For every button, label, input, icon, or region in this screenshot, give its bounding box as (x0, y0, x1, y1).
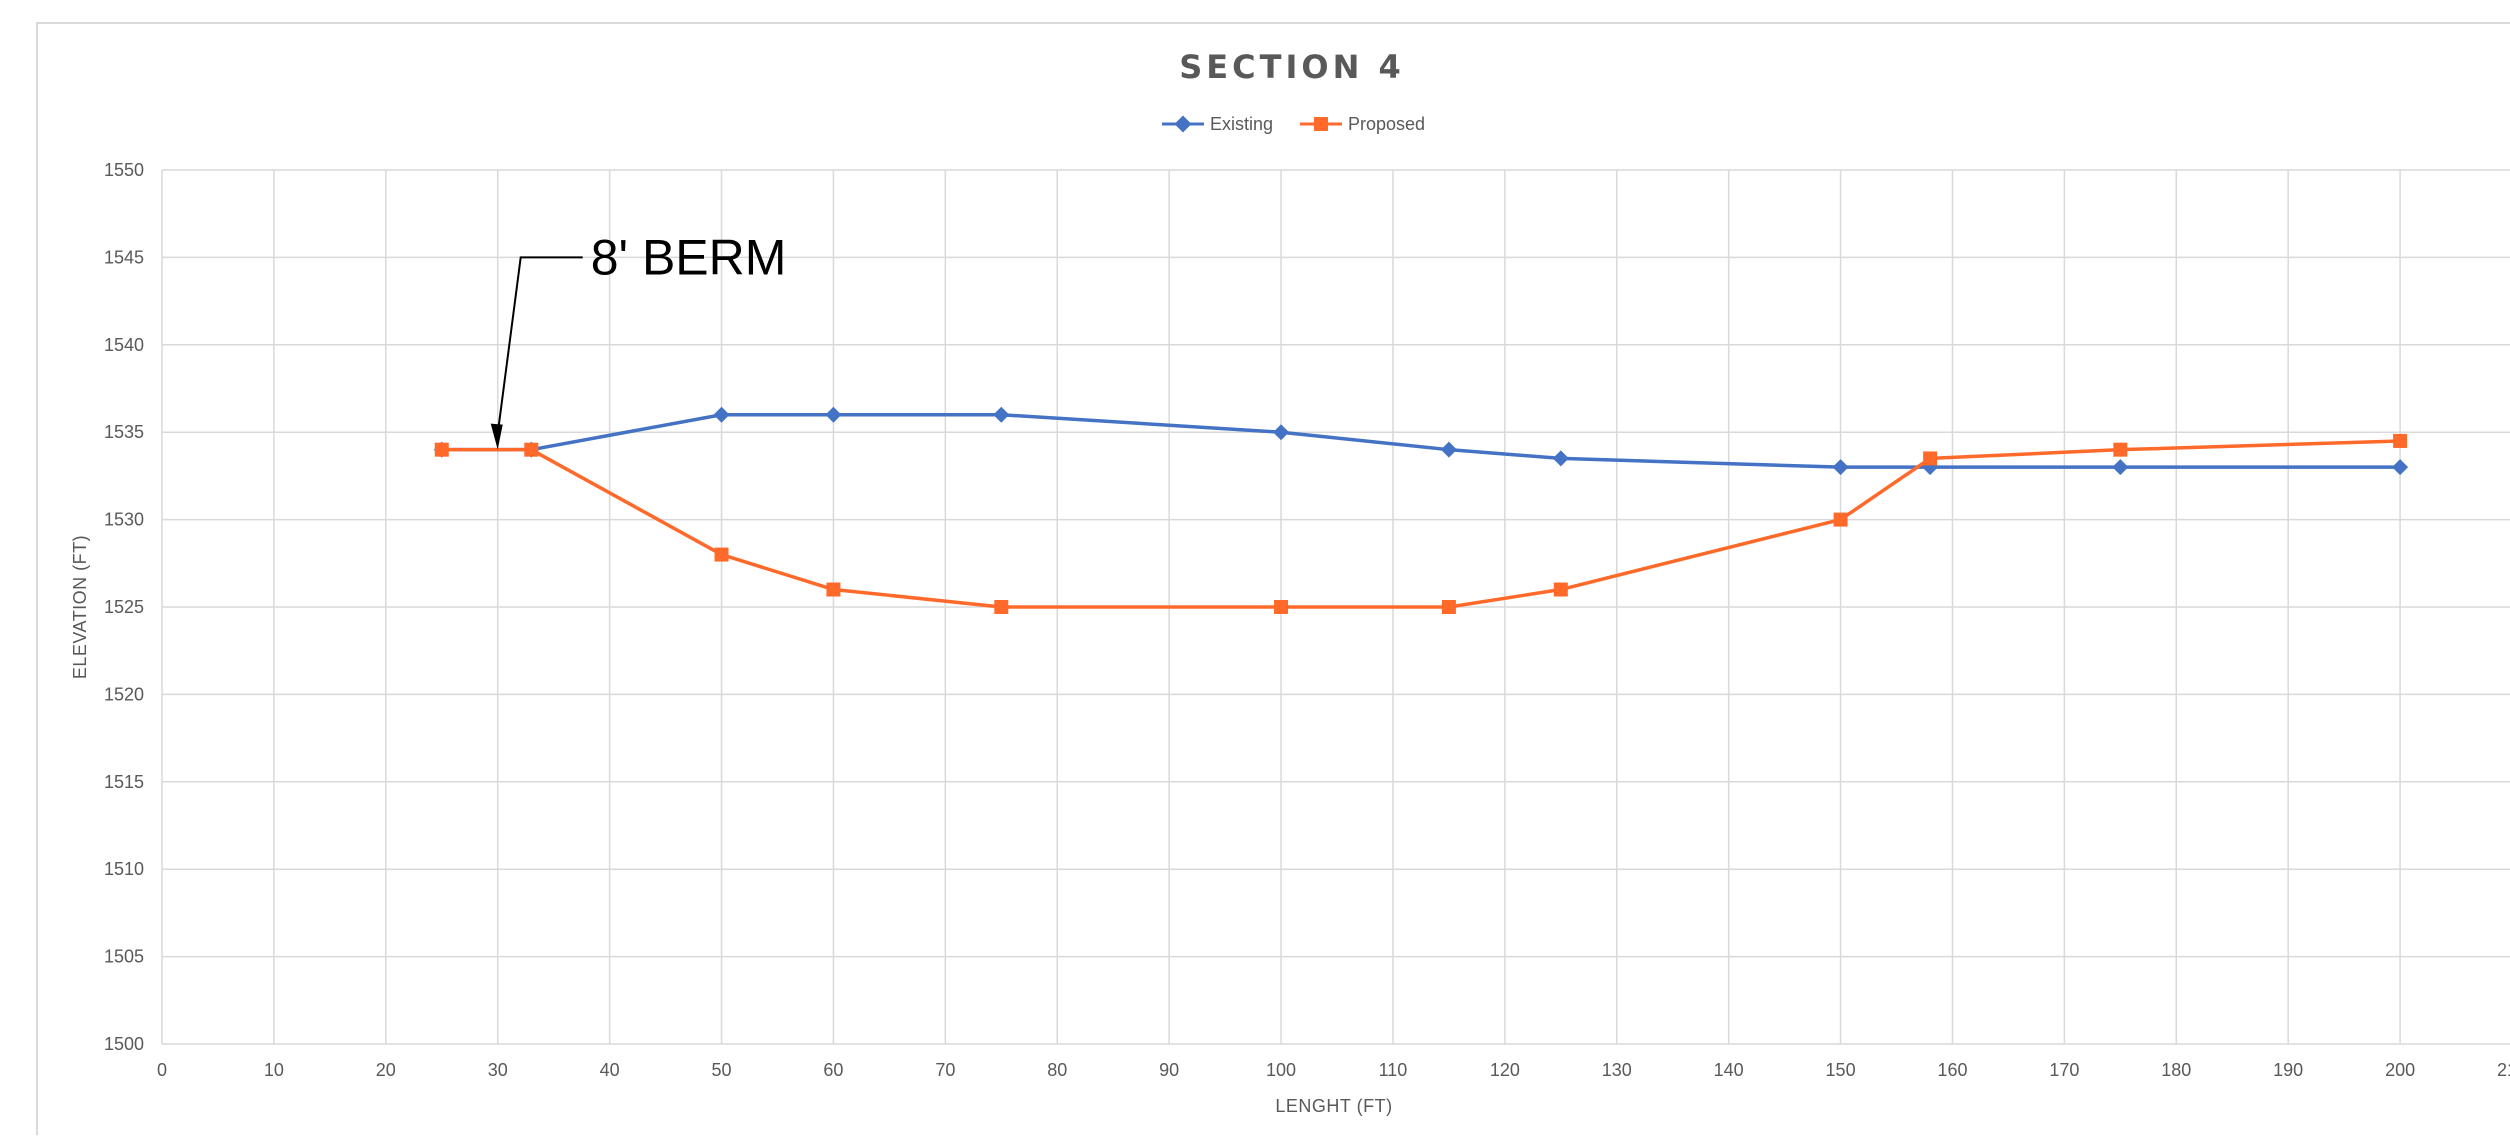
legend-item-existing: Existing (1162, 114, 1273, 134)
x-tick-label-10: 10 (264, 1060, 284, 1080)
x-tick-label-80: 80 (1047, 1060, 1067, 1080)
legend-item-proposed: Proposed (1300, 114, 1425, 134)
x-tick-label-120: 120 (1490, 1060, 1520, 1080)
x-tick-labels: 0 10 20 30 40 50 60 70 80 90 100 110 120 130 140 150 160… (157, 1060, 2510, 1080)
series-proposed (434, 433, 2408, 614)
series-line-existing (441, 412, 2401, 469)
legend: Existing Proposed (1162, 114, 1425, 134)
point-proposed-50 (714, 547, 729, 562)
point-existing-115 (1440, 441, 1457, 458)
y-tick-label-1540: 1540 (104, 335, 144, 355)
y-tick-label-1500: 1500 (104, 1034, 144, 1054)
chart-title: SECTION 4 (1179, 48, 1405, 86)
y-tick-label-1505: 1505 (104, 947, 144, 967)
point-existing-75 (993, 406, 1010, 423)
point-existing-150 (1832, 459, 1849, 476)
x-tick-label-190: 190 (2273, 1060, 2303, 1080)
point-proposed-125 (1553, 582, 1568, 597)
x-tick-label-200: 200 (2385, 1060, 2415, 1080)
legend-existing-label: Existing (1210, 114, 1273, 134)
x-tick-label-150: 150 (1826, 1060, 1856, 1080)
point-existing-100 (1273, 424, 1290, 441)
point-proposed-25 (434, 442, 449, 457)
x-tick-label-140: 140 (1714, 1060, 1744, 1080)
x-tick-label-210: 210 (2497, 1060, 2510, 1080)
point-proposed-175 (2113, 442, 2128, 457)
y-tick-label-1510: 1510 (104, 859, 144, 879)
y-axis-title: ELEVATION (FT) (70, 535, 90, 679)
x-axis-title: LENGHT (FT) (1275, 1096, 1392, 1116)
point-proposed-75 (994, 600, 1009, 614)
y-tick-label-1520: 1520 (104, 684, 144, 704)
point-proposed-150 (1833, 512, 1848, 527)
berm-arrowhead (490, 423, 503, 450)
series-layer (433, 406, 2409, 614)
x-tick-label-110: 110 (1379, 1060, 1408, 1080)
point-existing-50 (713, 406, 730, 423)
y-tick-label-1535: 1535 (104, 422, 144, 442)
x-tick-label-40: 40 (600, 1060, 620, 1080)
x-tick-label-0: 0 (157, 1060, 167, 1080)
x-tick-label-180: 180 (2161, 1060, 2191, 1080)
legend-proposed-marker (1314, 117, 1328, 131)
y-tick-labels: 1500 1505 1510 1515 1520 1525 1530 1535 1540 1545… (104, 160, 144, 1054)
point-existing-125 (1552, 450, 1569, 467)
x-tick-label-60: 60 (823, 1060, 843, 1080)
x-tick-label-170: 170 (2049, 1060, 2079, 1080)
x-tick-label-50: 50 (712, 1060, 732, 1080)
x-tick-label-90: 90 (1159, 1060, 1179, 1080)
berm-label: 8' BERM (591, 229, 787, 285)
series-line-proposed (441, 439, 2401, 609)
x-tick-label-160: 160 (1937, 1060, 1967, 1080)
x-tick-label-20: 20 (376, 1060, 396, 1080)
point-proposed-115 (1441, 600, 1456, 614)
legend-proposed-label: Proposed (1348, 114, 1425, 134)
x-tick-label-130: 130 (1602, 1060, 1632, 1080)
point-proposed-200 (2393, 433, 2408, 448)
point-existing-60 (825, 406, 842, 423)
y-tick-label-1525: 1525 (104, 597, 144, 617)
y-tick-label-1545: 1545 (104, 247, 144, 267)
point-proposed-100 (1274, 600, 1289, 614)
point-existing-175 (2112, 459, 2129, 476)
x-tick-label-100: 100 (1266, 1060, 1296, 1080)
point-proposed-33 (524, 442, 539, 457)
x-tick-label-70: 70 (935, 1060, 955, 1080)
point-proposed-158 (1923, 451, 1938, 466)
y-tick-label-1550: 1550 (104, 160, 144, 180)
legend-existing-marker (1174, 115, 1192, 133)
berm-annotation: 8' BERM (490, 229, 787, 450)
chart-frame: SECTION 4 Existing Proposed 0 10 20 30 40 50 6… (36, 22, 2510, 1135)
y-tick-label-1515: 1515 (104, 772, 144, 792)
point-proposed-60 (826, 582, 841, 597)
point-existing-200 (2392, 459, 2409, 476)
series-existing (433, 406, 2409, 476)
berm-callout-line (496, 256, 583, 434)
line-chart: SECTION 4 Existing Proposed 0 10 20 30 40 50 6… (70, 48, 2510, 1116)
y-tick-label-1530: 1530 (104, 510, 144, 530)
x-tick-label-30: 30 (488, 1060, 508, 1080)
